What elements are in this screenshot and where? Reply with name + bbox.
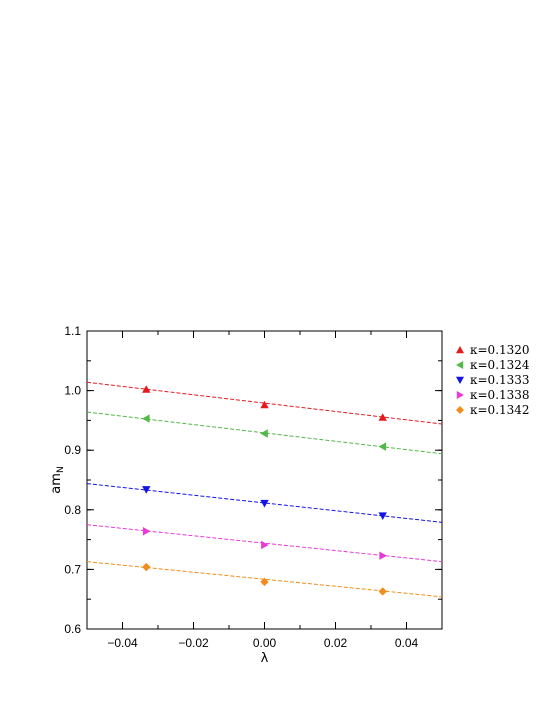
y-axis-label-main: am [49, 473, 64, 494]
y-axis-label-sub: N [56, 466, 66, 473]
data-point-series-3 [260, 499, 269, 508]
data-point-series-2 [142, 414, 150, 423]
x-axis-label: λ [261, 651, 269, 666]
data-point-series-4 [379, 551, 387, 560]
y-tick-label: 0.7 [64, 562, 81, 576]
legend-label-1: κ=0.1320 [470, 343, 530, 357]
y-tick-label: 1.1 [64, 324, 81, 338]
data-point-series-1 [142, 385, 151, 393]
legend-label-2: κ=0.1324 [470, 358, 530, 372]
data-point-series-2 [260, 429, 268, 438]
legend-label-4: κ=0.1338 [470, 388, 530, 402]
svg-text:amN: amN [49, 466, 66, 493]
data-point-series-5 [142, 562, 151, 572]
x-tick-label: 0.02 [324, 636, 348, 650]
fit-lines [86, 381, 443, 598]
y-tick-label: 0.6 [64, 622, 81, 636]
legend-marker-1 [456, 346, 464, 354]
legend-marker-5 [456, 406, 464, 414]
x-tick-label: 0.00 [253, 636, 277, 650]
y-axis-label: amN [49, 466, 66, 493]
data-point-series-4 [261, 540, 269, 550]
legend-marker-2 [456, 361, 464, 369]
x-tick-label: −0.02 [178, 636, 209, 650]
legend-label-3: κ=0.1333 [470, 373, 530, 387]
x-tick-label: 0.04 [395, 636, 419, 650]
data-points [142, 385, 387, 596]
data-point-series-1 [378, 413, 387, 421]
axis-ticks: −0.04 −0.02 0.00 0.02 0.04 0.6 0.7 0.8 0.9 1.0 1.1 [64, 324, 443, 650]
y-tick-label: 0.9 [64, 443, 81, 457]
data-point-series-2 [378, 442, 387, 451]
legend-marker-4 [456, 391, 464, 399]
data-point-series-3 [378, 512, 387, 520]
data-point-series-5 [378, 587, 387, 596]
legend-label-5: κ=0.1342 [470, 403, 530, 417]
data-point-series-4 [142, 527, 151, 536]
data-point-series-5 [260, 577, 269, 587]
x-tick-label: −0.04 [107, 636, 138, 650]
data-point-series-1 [260, 400, 269, 409]
y-tick-label: 0.8 [64, 503, 81, 517]
y-tick-label: 1.0 [64, 384, 81, 398]
data-point-series-3 [142, 486, 151, 494]
legend-marker-3 [456, 376, 464, 384]
